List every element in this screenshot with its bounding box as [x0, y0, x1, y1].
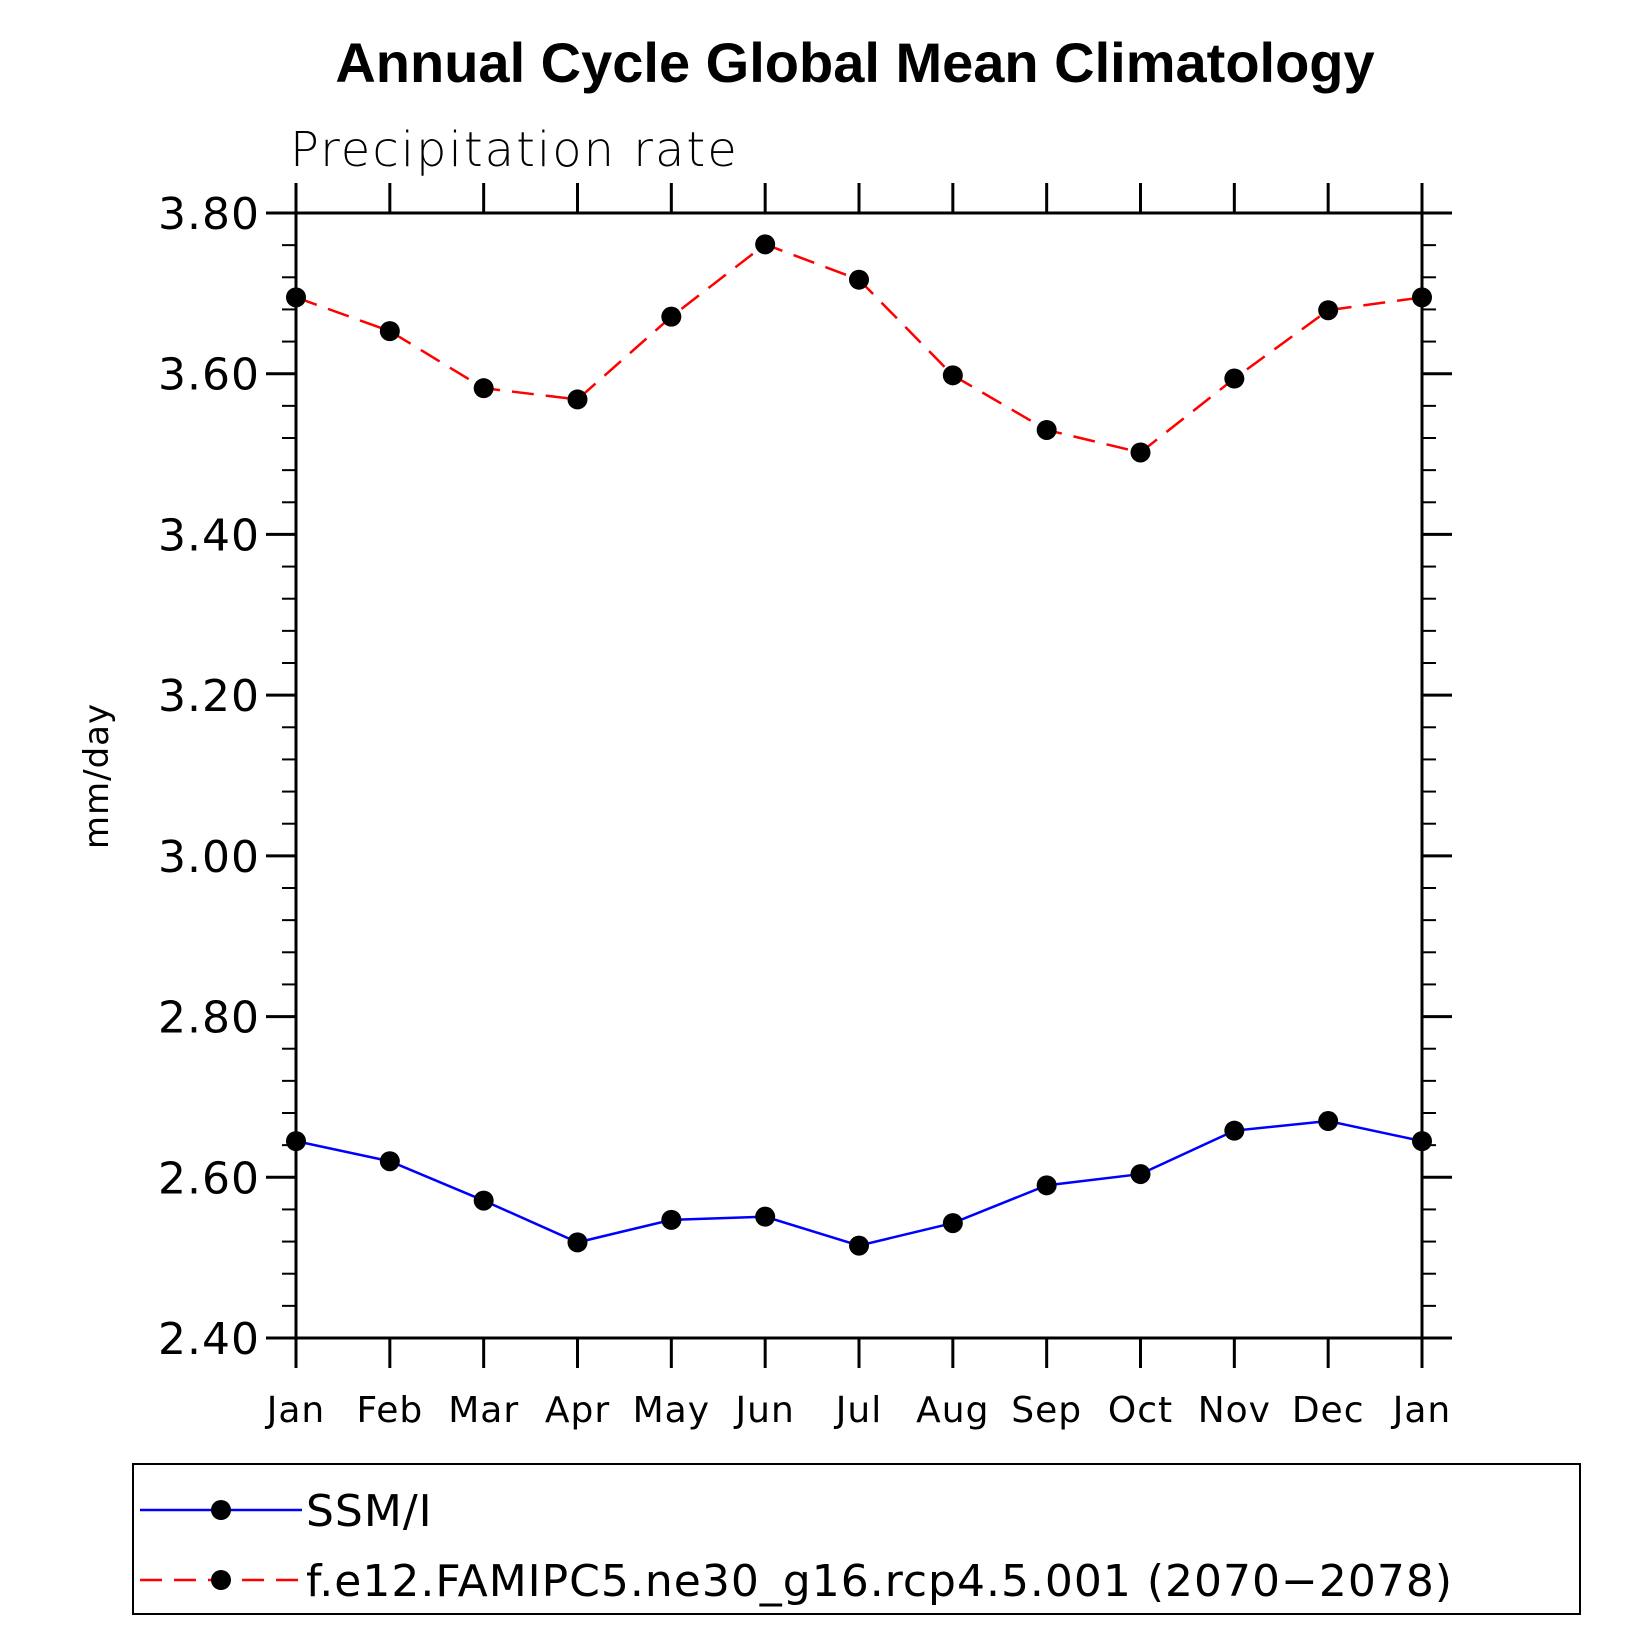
y-tick-label: 2.60 [158, 1153, 260, 1204]
x-tick-label: Nov [1198, 1390, 1271, 1431]
chart-title: Annual Cycle Global Mean Climatology [335, 31, 1374, 94]
series-1-point [849, 1235, 869, 1256]
y-tick-label: 3.20 [158, 671, 260, 722]
legend-entries: SSM/I f.e12.FAMIPC5.ne30_g16.rcp4.5.001 (… [140, 1486, 1453, 1607]
series-1-point [567, 1232, 588, 1253]
x-tick-label: Dec [1292, 1390, 1365, 1431]
x-tick-label: Sep [1011, 1390, 1082, 1431]
series-2-point [1224, 368, 1245, 389]
x-tick-label: Jan [1391, 1390, 1452, 1431]
y-tick-label: 3.80 [158, 189, 260, 240]
x-tick-label: Jul [834, 1390, 882, 1431]
y-tick-label: 3.60 [158, 350, 260, 401]
y-tick-label: 3.40 [158, 510, 260, 561]
y-tick-label: 2.80 [158, 993, 260, 1044]
plot-frame [294, 211, 1424, 1340]
series-2-point [379, 321, 400, 342]
chart-subtitle: Precipitation rate [290, 122, 739, 178]
x-tick-label: Oct [1108, 1390, 1173, 1431]
series-2-point [473, 378, 494, 399]
series-1-point [379, 1151, 400, 1172]
series-1-point [1224, 1120, 1245, 1141]
x-tick-label: May [633, 1390, 710, 1431]
series-lines [295, 242, 1423, 1247]
legend-marker-1 [211, 1500, 231, 1520]
series-2-point [1318, 300, 1339, 321]
series-2-point [942, 365, 963, 386]
series-2-point [755, 234, 776, 255]
x-tick-label: Apr [545, 1390, 610, 1431]
series-2-point [1130, 442, 1151, 463]
y-axis-label: mm/day [77, 703, 117, 849]
series-2-point [1036, 419, 1057, 440]
y-tick-label: 2.40 [158, 1314, 260, 1365]
series-1-point [1130, 1164, 1151, 1185]
legend-box [132, 1463, 1581, 1615]
y-tick-labels: 2.40 2.60 2.80 3.00 3.20 3.40 3.60 3.80 [158, 189, 260, 1365]
series-1-point [473, 1190, 494, 1211]
legend-label-1: SSM/I [306, 1486, 433, 1537]
y-tick-label: 3.00 [158, 832, 260, 883]
x-tick-label: Mar [448, 1390, 519, 1431]
series-2-point [567, 389, 588, 410]
x-tick-label: Jun [734, 1390, 795, 1431]
x-tick-label: Jan [265, 1390, 326, 1431]
legend-marker-2 [211, 1570, 231, 1590]
x-tick-label: Feb [356, 1390, 423, 1431]
series-1-point [661, 1209, 682, 1230]
x-tick-label: Aug [916, 1390, 989, 1431]
series-1-point [942, 1213, 963, 1234]
series-markers [286, 234, 1432, 1256]
series-1-point [1036, 1175, 1057, 1196]
legend: SSM/I f.e12.FAMIPC5.ne30_g16.rcp4.5.001 (… [132, 1463, 1581, 1615]
x-tick-labels: Jan Feb Mar Apr May Jun Jul Aug Sep Oct Nov Dec Jan [265, 1390, 1452, 1431]
series-1-point [1318, 1111, 1339, 1132]
axis-ticks [266, 183, 1452, 1368]
series-2-point [661, 306, 682, 327]
series-1-point [755, 1206, 776, 1227]
legend-label-2: f.e12.FAMIPC5.ne30_g16.rcp4.5.001 (2070−… [306, 1556, 1453, 1607]
series-2-point [849, 269, 869, 290]
series-line-1 [295, 1119, 1423, 1247]
